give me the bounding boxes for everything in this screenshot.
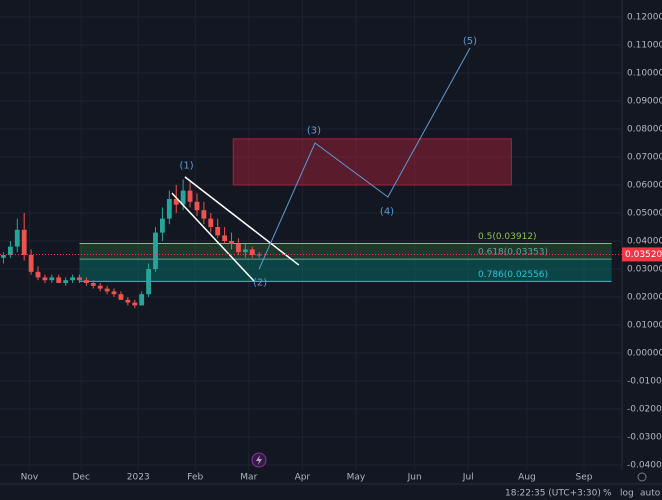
- candle-body: [173, 199, 179, 205]
- candle-body: [159, 218, 165, 233]
- x-tick-label: 2023: [127, 473, 150, 483]
- event-bolt: [256, 455, 262, 465]
- candle-body: [70, 277, 75, 281]
- candle-body: [256, 254, 262, 256]
- y-tick-label: -0.02000: [627, 405, 662, 415]
- candle-body: [187, 190, 193, 202]
- plot: 0.5(0.03912) 0.618(0.03353) 0.786(0.02556)…: [0, 36, 622, 309]
- wave-label: (5): [463, 36, 477, 47]
- x-tick-label: Aug: [518, 473, 536, 483]
- y-tick-label: 0.04000: [627, 237, 662, 247]
- y-tick-label: -0.01000: [627, 377, 662, 387]
- candle-body: [63, 280, 69, 283]
- candle-body: [139, 294, 145, 306]
- channel-line: [171, 192, 255, 282]
- x-tick-label: Apr: [295, 473, 311, 483]
- x-tick-label: Jul: [462, 473, 474, 483]
- fib-label: 0.5(0.03912): [478, 232, 537, 242]
- wave-label: (4): [380, 207, 394, 218]
- candle-body: [118, 294, 124, 300]
- candle-body: [208, 218, 214, 227]
- candle-body: [1, 255, 6, 258]
- settings-icon[interactable]: [637, 472, 647, 482]
- last-price-tag: [622, 247, 662, 262]
- candle-body: [132, 302, 138, 306]
- y-tick-label: 0.08000: [627, 125, 662, 135]
- candle-body: [104, 288, 110, 292]
- y-tick-label: 0.12000: [627, 13, 662, 23]
- candle-body: [83, 280, 89, 283]
- wave-label: (1): [180, 161, 194, 172]
- y-tick-label: 0.10000: [627, 69, 662, 79]
- candle-body: [242, 249, 248, 253]
- candle-body: [180, 190, 186, 205]
- candle-body: [201, 210, 207, 219]
- candle-body: [222, 235, 228, 241]
- candle-body: [229, 241, 234, 244]
- footer-bar: [0, 484, 662, 500]
- fib-band: [79, 243, 612, 260]
- x-tick-label: Sep: [576, 473, 593, 483]
- candle-body: [28, 255, 34, 272]
- x-tick-label: Nov: [21, 473, 39, 483]
- x-tick-label: Dec: [72, 473, 89, 483]
- candle-body: [125, 299, 131, 303]
- x-tick-label: Feb: [187, 473, 203, 483]
- candle-body: [42, 277, 48, 281]
- wave-label: (2): [253, 277, 267, 288]
- clock: 18:22:35 (UTC+3:30): [505, 489, 601, 499]
- candle-body: [97, 285, 103, 289]
- candle-body: [111, 291, 117, 295]
- x-tick-label: Jun: [407, 473, 422, 483]
- wave-label: (3): [307, 125, 321, 136]
- auto-toggle[interactable]: auto: [640, 489, 661, 499]
- y-tick-label: 0.00000: [627, 349, 662, 359]
- grid: [0, 0, 622, 470]
- candle-body: [35, 271, 41, 278]
- candle-body: [166, 199, 172, 219]
- y-tick-label: 0.07000: [627, 153, 662, 163]
- y-tick-label: 0.03000: [627, 265, 662, 275]
- candle-body: [215, 227, 221, 236]
- fib-band: [79, 259, 612, 282]
- x-tick-label: May: [347, 473, 366, 483]
- candle-body: [14, 229, 20, 247]
- candle-body: [7, 246, 13, 255]
- candle-body: [21, 229, 27, 255]
- x-tick-label: Mar: [240, 473, 257, 483]
- y-tick-label: -0.04000: [627, 461, 662, 471]
- candle-body: [90, 283, 96, 286]
- y-tick-label: 0.01000: [627, 321, 662, 331]
- candle-body: [249, 249, 255, 255]
- candle-body: [194, 201, 200, 211]
- target-zone: [232, 138, 512, 186]
- wave-line: [258, 47, 471, 270]
- percent-toggle[interactable]: %: [603, 489, 612, 499]
- y-tick-label: 0.02000: [627, 293, 662, 303]
- candle-body: [56, 277, 62, 283]
- y-tick-label: 0.09000: [627, 97, 662, 107]
- fib-label: 0.618(0.03353): [478, 248, 548, 258]
- channel-line: [184, 176, 300, 266]
- last-price-label: 0.03520: [625, 250, 662, 260]
- candle-body: [236, 243, 241, 253]
- fib-label: 0.786(0.02556): [478, 270, 548, 280]
- candle-body: [153, 232, 158, 269]
- y-tick-label: 0.11000: [627, 41, 662, 51]
- candle-body: [49, 277, 55, 281]
- log-toggle[interactable]: log: [620, 489, 634, 499]
- candle-body: [77, 277, 82, 281]
- y-tick-label: 0.06000: [627, 181, 662, 191]
- y-tick-label: 0.05000: [627, 209, 662, 219]
- y-tick-label: -0.03000: [627, 433, 662, 443]
- candle-body: [146, 269, 152, 295]
